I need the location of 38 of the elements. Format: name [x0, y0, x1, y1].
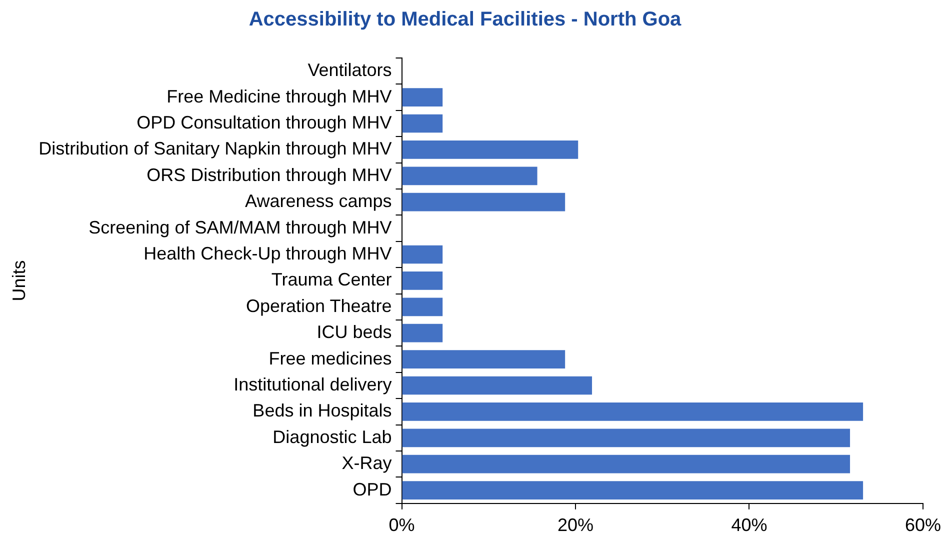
bar [402, 298, 443, 316]
x-tick-label: 60% [904, 515, 941, 536]
bar [402, 166, 538, 186]
y-tick-label: X-Ray [342, 453, 392, 474]
y-tick-label: Free Medicine through MHV [166, 86, 392, 106]
y-tick-label: Awareness camps [245, 191, 392, 212]
y-tick-label: Diagnostic Lab [272, 426, 392, 447]
bar [402, 140, 578, 159]
y-tick-label: Ventilators [308, 60, 392, 80]
bar [402, 114, 443, 133]
x-tick-label: 20% [557, 515, 594, 536]
chart-title: Accessibility to Medical Facilities - North Goa [248, 8, 682, 31]
y-tick-label: Health Check-Up through MHV [144, 243, 392, 264]
y-tick-label: Operation Theatre [246, 296, 392, 316]
bar [402, 324, 443, 342]
y-tick-label: Institutional delivery [234, 374, 392, 394]
y-tick-label: Beds in Hospitals [252, 400, 392, 421]
x-tick-label: 40% [731, 515, 768, 536]
y-tick-label: OPD Consultation through MHV [136, 112, 392, 132]
bar [402, 481, 864, 500]
bar [402, 428, 850, 448]
bar [402, 350, 566, 368]
bar [402, 245, 443, 264]
y-tick-label: ORS Distribution through MHV [146, 164, 392, 185]
x-tick-label: 0% [388, 515, 415, 536]
bar [402, 272, 443, 290]
y-tick-label: ICU beds [316, 322, 392, 342]
y-tick-label: Distribution of Sanitary Napkin through MHV [38, 138, 392, 159]
y-tick-label: Free medicines [268, 348, 392, 368]
bar [402, 376, 592, 395]
bar [402, 454, 850, 474]
y-tick-label: OPD [352, 479, 392, 500]
y-tick-label: Trauma Center [271, 270, 392, 290]
bar [402, 88, 443, 106]
y-axis-title: Units [8, 260, 29, 302]
bar [402, 402, 864, 421]
y-tick-label: Screening of SAM/MAM through MHV [88, 217, 392, 238]
bar [402, 192, 566, 212]
